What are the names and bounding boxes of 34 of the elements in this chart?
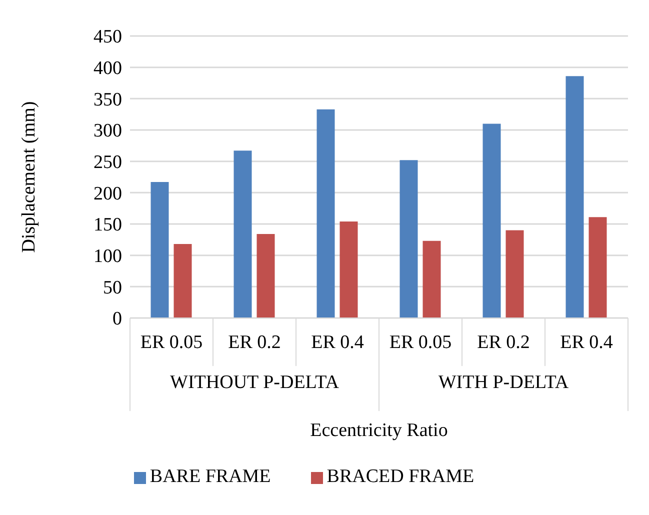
y-tick-label: 150: [94, 214, 122, 236]
bar: [506, 230, 524, 318]
bar: [234, 150, 252, 318]
bar: [316, 109, 335, 318]
x-tick-label: ER 0.4: [560, 332, 614, 353]
y-tick-label: 350: [94, 89, 122, 110]
y-tick-label: 450: [94, 26, 122, 48]
bar: [256, 234, 275, 318]
text: WITHOUT P-DELTA: [170, 372, 340, 393]
bar: [566, 76, 584, 318]
bar: [482, 124, 501, 318]
text: WITH P-DELTA: [438, 372, 569, 393]
y-tick-label: 50: [103, 277, 122, 298]
bar: [174, 244, 192, 318]
x-tick-label: ER 0.2: [228, 332, 281, 353]
y-tick-label: 400: [94, 58, 122, 80]
y-tick-label: 100: [94, 246, 122, 268]
y-tick-label: 300: [94, 120, 122, 142]
y-tick-label: 200: [94, 183, 122, 204]
x-tick-label: ER 0.4: [311, 332, 364, 353]
bar: [400, 160, 418, 318]
legend-label: BRACED FRAME: [326, 466, 474, 487]
y-tick-label: 0: [112, 308, 122, 330]
x-tick-label: ER 0.05: [140, 332, 203, 353]
x-tick-label: ER 0.2: [477, 332, 530, 353]
x-tick-label: ER 0.05: [389, 332, 452, 353]
bar: [150, 182, 169, 318]
legend-label: BARE FRAME: [150, 466, 271, 487]
y-axis-title: Displacement (mm): [18, 101, 40, 253]
bar: [588, 217, 607, 318]
bar: [422, 240, 441, 318]
x-axis-title: Eccentricity Ratio: [310, 420, 448, 441]
y-tick-label: 250: [94, 152, 122, 174]
bar: [340, 221, 358, 318]
